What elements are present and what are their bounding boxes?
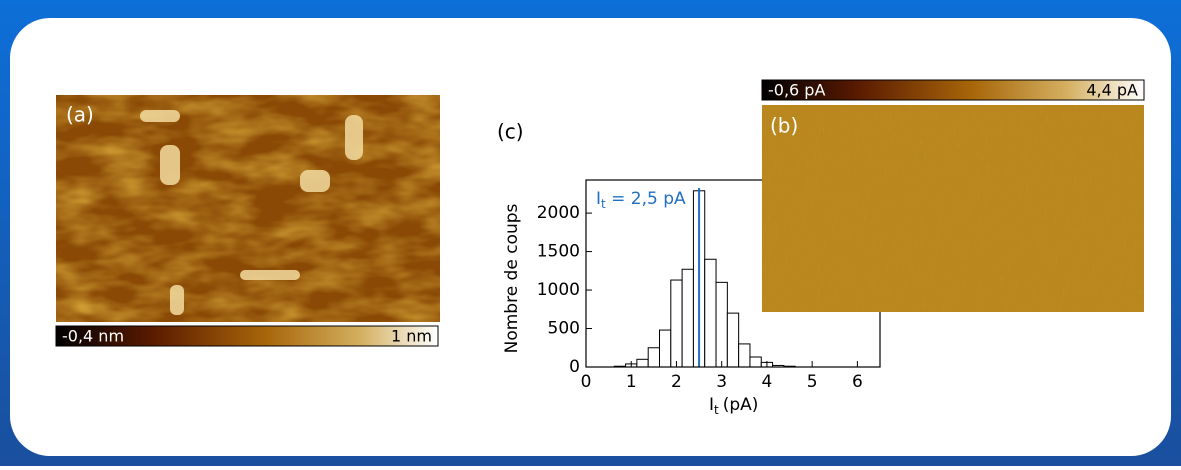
bar — [647, 347, 661, 368]
marker-symbol: I — [596, 189, 601, 209]
x-label-subscript: t — [714, 403, 719, 417]
panel-label: (c) — [497, 120, 524, 144]
bar — [738, 343, 751, 368]
colorbar-max: 4,4 pA — [1086, 81, 1138, 100]
marker-subscript: t — [601, 197, 606, 211]
y-tick-label: 1500 — [537, 242, 580, 262]
bar — [749, 356, 762, 368]
colorbar — [761, 79, 1145, 101]
x-tick-label: 0 — [581, 372, 592, 392]
histogram-panel: (c) It = 2,5 pA 0 1 2 3 4 5 6 0 500 1000 1500 2000 No… — [497, 120, 881, 417]
panel-label: (b) — [770, 114, 798, 138]
colorbar-min: -0,4 nm — [62, 327, 124, 346]
y-tick-label: 0 — [569, 357, 580, 377]
x-tick-label: 3 — [716, 372, 727, 392]
x-tick-label: 2 — [671, 372, 682, 392]
bar — [636, 358, 649, 368]
colorbar-max: 1 nm — [391, 327, 432, 346]
y-tick-label: 500 — [548, 319, 580, 339]
panel-a: (a) -0,4 nm 1 nm — [55, 95, 440, 347]
y-tick-label: 1000 — [537, 280, 580, 300]
bar — [670, 279, 683, 368]
stm-texture — [56, 95, 440, 322]
panel-b: (b) -0,6 pA 4,4 pA — [761, 79, 1145, 312]
bar — [715, 281, 728, 368]
marker-annotation: It = 2,5 pA — [596, 189, 686, 211]
bar — [659, 329, 672, 368]
x-label-symbol: I — [709, 395, 714, 415]
stm-texture — [762, 105, 1144, 312]
molecules — [140, 110, 363, 315]
bar — [681, 268, 694, 368]
y-axis-label: Nombre de coups — [502, 203, 522, 353]
colorbar — [55, 325, 439, 347]
colorbar-min: -0,6 pA — [768, 81, 825, 100]
bar — [726, 312, 740, 368]
x-tick-label: 6 — [852, 372, 863, 392]
panel-label: (a) — [66, 103, 94, 127]
x-tick-label: 4 — [762, 372, 773, 392]
y-tick-label: 2000 — [537, 203, 580, 223]
x-axis-label: It (pA) — [709, 395, 758, 417]
x-label-unit: (pA) — [723, 395, 759, 415]
marker-text: = 2,5 pA — [606, 189, 686, 209]
x-tick-label: 1 — [626, 372, 637, 392]
bar — [704, 258, 717, 368]
x-tick-label: 5 — [807, 372, 818, 392]
